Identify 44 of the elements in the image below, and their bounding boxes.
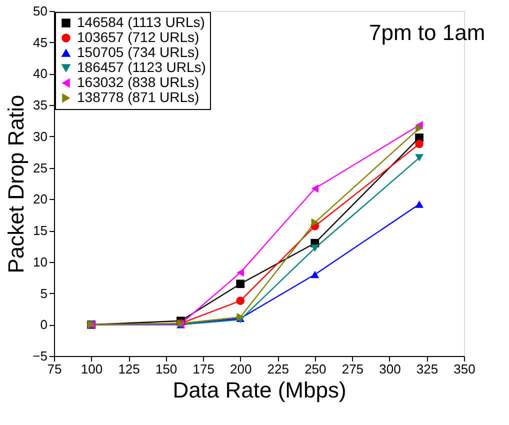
point [415,154,424,162]
point [416,124,423,132]
y-tick-label: 5 [40,286,48,301]
y-tick-label: 0 [40,317,48,332]
x-tick-label: 100 [80,362,103,376]
point [311,218,319,227]
point [311,184,319,193]
y-tick-label: 15 [33,223,48,238]
point [236,280,245,288]
y-tick-label: −5 [32,348,48,364]
point [415,140,424,148]
x-tick-label: 75 [47,362,62,376]
y-axis-title: Packet Drop Ratio [4,94,29,274]
x-tick-label: 300 [379,362,401,376]
legend-label: 138778 (871 URLs) [77,89,200,105]
x-tick-label: 275 [342,362,364,376]
point [415,200,424,208]
y-tick-label: 25 [33,160,48,176]
y-tick-label: 10 [33,254,48,270]
legend-label: 163032 (838 URLs) [77,74,200,90]
point [236,268,244,277]
y-tick-label: 20 [33,192,48,207]
y-tick-label: 50 [33,4,48,18]
x-tick-label: 200 [230,362,252,376]
x-tick-label: 325 [416,362,438,376]
x-tick-label: 250 [304,362,326,376]
point [310,244,320,252]
x-tick-label: 125 [118,362,140,376]
x-tick-label: 150 [155,362,178,376]
legend-label: 103657 (712 URLs) [77,29,200,45]
legend-label: 150705 (734 URLs) [77,44,200,60]
y-tick-label: 35 [33,98,48,113]
x-tick-label: 175 [192,362,214,376]
legend-label: 186457 (1123 URLs) [77,59,206,75]
point [236,296,245,305]
y-tick-label: 40 [33,66,48,82]
x-tick-label: 225 [267,362,289,376]
legend-label: 146584 (1113 URLs) [77,14,205,30]
x-tick-label: 350 [454,362,476,376]
annotation: 7pm to 1am [369,20,486,45]
x-axis-title: Data Rate (Mbps) [172,378,346,402]
point [310,270,320,278]
y-tick-label: 45 [33,34,48,50]
y-tick-label: 30 [33,128,48,144]
